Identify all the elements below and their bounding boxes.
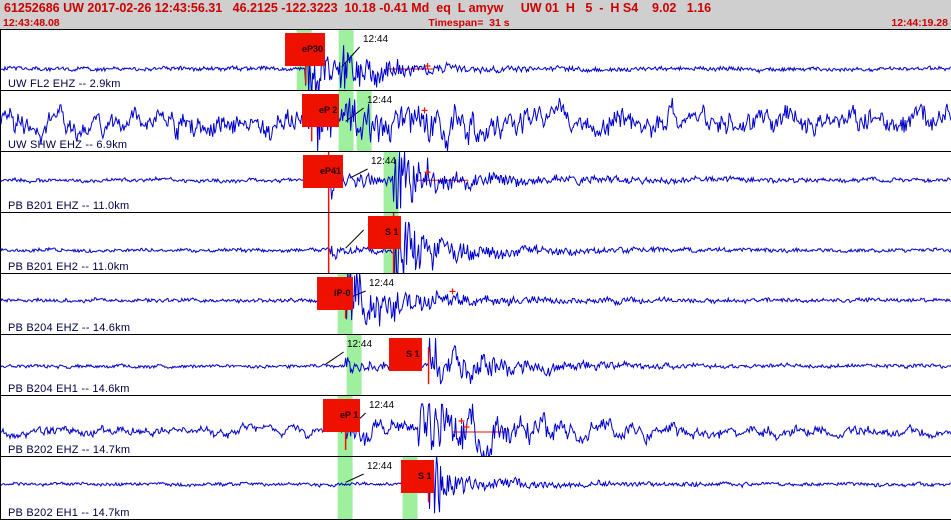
seismogram-trace[interactable]: [1, 43, 951, 91]
timespan-label: Timespan= 31 s: [428, 17, 510, 29]
seismogram-trace[interactable]: [1, 152, 951, 209]
minute-leader-line: [349, 168, 368, 179]
waveform-plot: [1, 152, 951, 212]
minute-leader-line: [345, 229, 364, 249]
station-label: PB B202 EHZ -- 14.7km: [8, 444, 131, 456]
waveform-plot: [1, 274, 951, 334]
window-start-time: 12:43:48.08: [3, 17, 60, 29]
minute-leader-line: [345, 473, 364, 483]
trace-row[interactable]: eP 1 12:44 PB B202 EHZ -- 14.7km: [1, 396, 951, 457]
minute-time-label: 12:44: [367, 95, 393, 106]
trace-row[interactable]: S 1 12:44 PB B201 EH2 -- 11.0km: [1, 213, 951, 274]
seismogram-trace[interactable]: [1, 221, 951, 273]
station-label: PB B201 EH2 -- 11.0km: [8, 261, 129, 273]
phase-pick-label: iP-0: [334, 288, 351, 298]
minute-leader-line: [325, 351, 344, 365]
station-label: PB B201 EHZ -- 11.0km: [8, 200, 130, 212]
seismogram-trace[interactable]: [1, 403, 951, 456]
minute-time-label: 12:44: [369, 400, 395, 411]
minute-time-label: 12:44: [371, 156, 397, 167]
waveform-plot: [1, 457, 951, 519]
phase-pick-flag[interactable]: iP-0: [317, 277, 353, 310]
window-end-time: 12:44:19.28: [891, 17, 948, 29]
trace-row[interactable]: eP41 12:44 PB B201 EHZ -- 11.0km: [1, 152, 951, 213]
waveform-plot: [1, 91, 951, 151]
trace-row[interactable]: iP-0 12:44 PB B204 EHZ -- 14.6km: [1, 274, 951, 335]
phase-pick-label: eP 1: [340, 410, 359, 420]
station-label: PB B202 EH1 -- 14.7km: [8, 507, 130, 519]
arrival-window-band[interactable]: [337, 457, 353, 519]
minute-time-label: 12:44: [363, 34, 389, 45]
trace-list: eP30 12:44 UW FL2 EHZ -- 2.9km eP 2 12:4…: [0, 30, 951, 520]
phase-pick-label: eP 2: [319, 105, 338, 115]
phase-pick-flag[interactable]: eP41: [303, 155, 344, 188]
phase-pick-flag[interactable]: S 1: [389, 338, 422, 371]
trace-row[interactable]: eP 2 12:44 UW SHW EHZ -- 6.9km: [1, 91, 951, 152]
arrival-window-band[interactable]: [338, 30, 354, 90]
minute-leader-line: [345, 107, 364, 122]
arrival-window-band[interactable]: [356, 91, 372, 151]
phase-pick-label: eP30: [302, 44, 324, 54]
station-label: PB B204 EHZ -- 14.6km: [8, 322, 131, 334]
phase-pick-label: S 1: [406, 349, 420, 359]
phase-pick-label: eP41: [320, 166, 342, 176]
waveform-plot: [1, 335, 951, 395]
event-summary-header: 61252686 UW 2017-02-26 12:43:56.31 46.21…: [0, 0, 951, 17]
phase-pick-label: S 1: [385, 227, 399, 237]
waveform-plot: [1, 30, 951, 90]
seismogram-trace[interactable]: [1, 337, 951, 385]
minute-time-label: 12:44: [347, 339, 373, 350]
station-label: UW FL2 EHZ -- 2.9km: [8, 78, 121, 90]
trace-row[interactable]: S 1 12:44 PB B202 EH1 -- 14.7km: [1, 457, 951, 520]
phase-pick-flag[interactable]: eP 2: [302, 94, 340, 127]
minute-time-label: 12:44: [369, 278, 395, 289]
time-window-bar: 12:43:48.08 Timespan= 31 s 12:44:19.28: [0, 17, 951, 30]
minute-time-label: 12:44: [367, 461, 393, 472]
station-label: UW SHW EHZ -- 6.9km: [8, 139, 128, 151]
seismogram-trace[interactable]: [1, 457, 951, 514]
phase-pick-flag[interactable]: S 1: [368, 216, 401, 249]
trace-row[interactable]: S 1 12:44 PB B204 EH1 -- 14.6km: [1, 335, 951, 396]
phase-pick-flag[interactable]: eP 1: [323, 399, 361, 432]
trace-row[interactable]: eP30 12:44 UW FL2 EHZ -- 2.9km: [1, 30, 951, 91]
waveform-plot: [1, 396, 951, 456]
phase-pick-label: S 1: [418, 471, 432, 481]
seismogram-trace[interactable]: [1, 274, 951, 327]
phase-pick-flag[interactable]: S 1: [401, 460, 434, 493]
station-label: PB B204 EH1 -- 14.6km: [8, 383, 130, 395]
phase-pick-flag[interactable]: eP30: [285, 33, 326, 66]
seismogram-trace[interactable]: [1, 93, 951, 151]
waveform-plot: [1, 213, 951, 273]
